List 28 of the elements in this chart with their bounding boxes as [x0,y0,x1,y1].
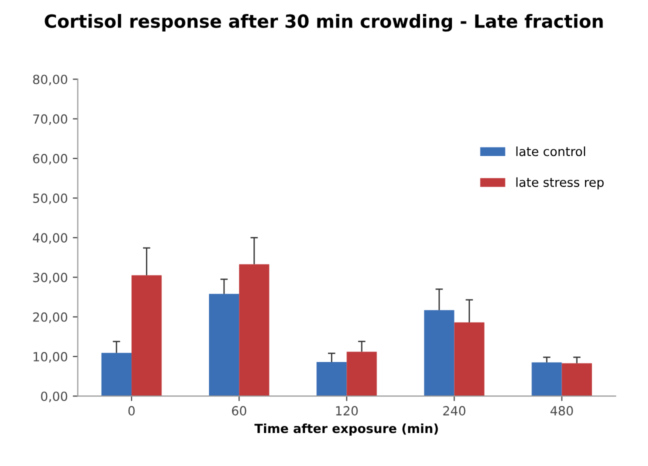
bar [239,264,270,396]
bar [346,352,377,396]
y-tick-label: 70,00 [33,114,68,126]
x-tick-label: 0 [128,406,135,416]
bar [424,310,454,396]
y-tick-label: 0,00 [41,392,68,402]
bar [101,352,132,396]
bar [532,362,562,396]
bar [454,322,484,396]
chart-title: Cortisol response after 30 min crowding - Late fraction [44,14,603,32]
bar [562,363,592,396]
x-axis-title: Time after exposure (min) [254,423,438,436]
bar [208,294,240,396]
bar [132,275,162,396]
y-tick-label: 40,00 [32,233,68,244]
legend-label: late control [516,146,586,156]
y-tick-label: 60,00 [33,154,68,165]
x-tick-label: 480 [550,406,573,416]
y-tick-label: 30,00 [33,272,68,284]
x-tick-label: 120 [336,406,358,416]
x-tick-label: 240 [443,406,466,416]
y-tick-label: 10,00 [34,352,68,363]
y-tick-label: 80,00 [33,74,68,86]
y-tick-label: 50,00 [33,194,68,204]
legend-label: late stress rep [516,177,604,190]
bar [316,362,347,396]
x-tick-label: 60 [232,406,246,416]
y-tick-label: 20,00 [33,312,68,324]
